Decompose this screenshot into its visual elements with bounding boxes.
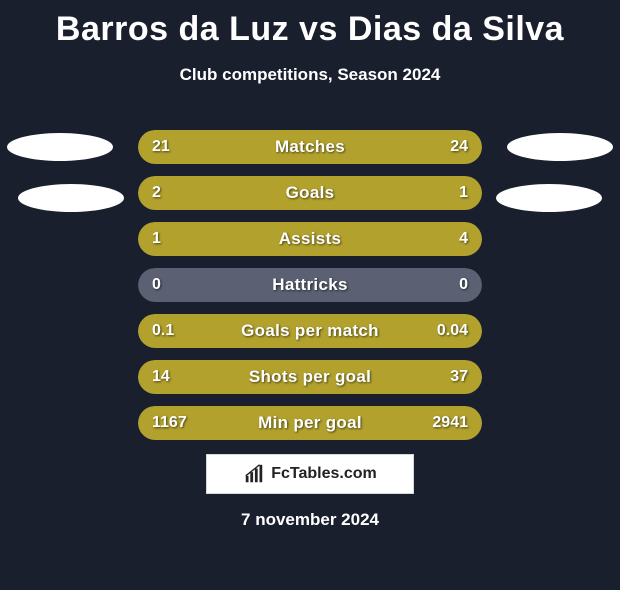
stat-label: Assists [138,222,482,256]
stat-row: 2124Matches [138,130,482,164]
stat-label: Matches [138,130,482,164]
stat-label: Goals [138,176,482,210]
player-right-badge-1 [507,133,613,161]
stats-container: 2124Matches 21Goals 14Assists 00Hattricks 0.… [138,130,482,452]
player-right-badge-2 [496,184,602,212]
stat-row: 1437Shots per goal [138,360,482,394]
stat-row: 14Assists [138,222,482,256]
footer-date: 7 november 2024 [0,510,620,530]
stat-label: Hattricks [138,268,482,302]
stat-row: 21Goals [138,176,482,210]
chart-icon [243,463,265,485]
page-subtitle: Club competitions, Season 2024 [0,65,620,85]
stat-row: 11672941Min per goal [138,406,482,440]
player-left-badge-2 [18,184,124,212]
stat-row: 00Hattricks [138,268,482,302]
stat-label: Goals per match [138,314,482,348]
stat-row: 0.10.04Goals per match [138,314,482,348]
player-left-badge-1 [7,133,113,161]
footer-brand-text: FcTables.com [271,465,377,483]
page-title: Barros da Luz vs Dias da Silva [0,10,620,49]
footer-brand: FcTables.com [206,454,414,494]
stat-label: Shots per goal [138,360,482,394]
stat-label: Min per goal [138,406,482,440]
